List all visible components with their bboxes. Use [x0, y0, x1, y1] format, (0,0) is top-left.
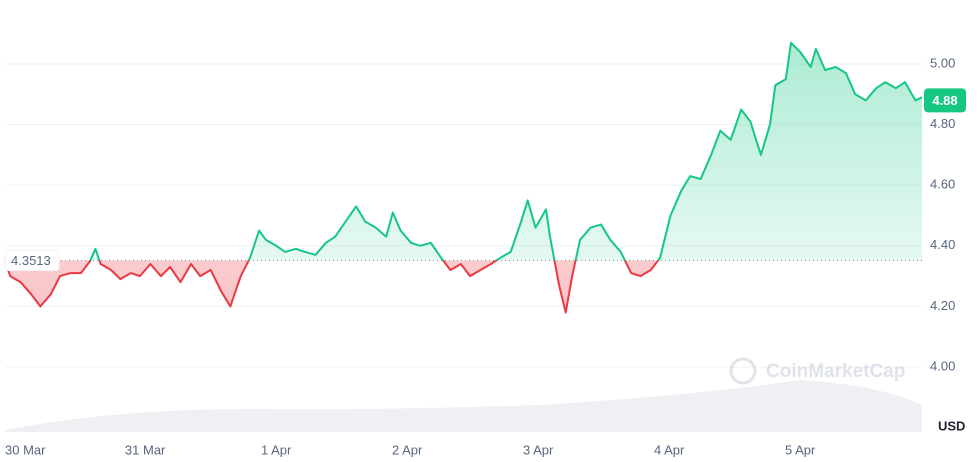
- unit-label: USD: [938, 418, 965, 433]
- y-tick-label: 4.20: [930, 298, 955, 313]
- area-down: [5, 260, 658, 313]
- watermark: CoinMarketCap: [729, 357, 905, 385]
- price-line-down: [4, 260, 660, 314]
- x-tick-label: 1 Apr: [261, 442, 292, 457]
- area-up: [5, 42, 922, 261]
- y-tick-label: 4.60: [930, 177, 955, 192]
- y-tick-label: 4.80: [930, 116, 955, 131]
- x-tick-label: 31 Mar: [125, 442, 166, 457]
- watermark-text: CoinMarketCap: [766, 361, 905, 382]
- y-tick-label: 5.00: [930, 55, 955, 70]
- last-price-label: 4.88: [932, 93, 957, 108]
- y-tick-label: 4.00: [930, 358, 955, 373]
- volume-area: [5, 380, 922, 432]
- x-tick-label: 3 Apr: [523, 442, 554, 457]
- baseline-label-box: [4, 250, 60, 272]
- x-tick-label: 4 Apr: [654, 442, 685, 457]
- baseline-label: 4.3513: [11, 253, 51, 268]
- x-tick-label: 5 Apr: [785, 442, 816, 457]
- y-tick-label: 4.40: [930, 237, 955, 252]
- x-tick-label: 30 Mar: [5, 442, 46, 457]
- x-tick-label: 2 Apr: [392, 442, 423, 457]
- price-line-up: [89, 41, 923, 261]
- last-price-badge: [924, 88, 966, 113]
